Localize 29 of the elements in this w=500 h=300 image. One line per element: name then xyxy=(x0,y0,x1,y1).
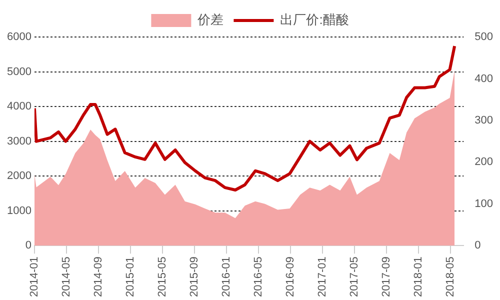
x-tick-label: 2014-01 xyxy=(28,256,40,298)
x-tick-label: 2018-05 xyxy=(444,256,457,298)
x-tick-label: 2017-09 xyxy=(380,256,393,298)
x-tick-label: 2016-01 xyxy=(220,256,233,298)
y2-tick-label: 0 xyxy=(474,240,481,252)
x-tick-label: 2014-05 xyxy=(60,256,73,298)
x-tick-label: 2018-01 xyxy=(412,256,425,298)
y-tick-label: 1000 xyxy=(6,204,32,217)
x-tick-label: 2015-05 xyxy=(156,256,169,298)
legend-label: 价差 xyxy=(196,12,224,28)
y-tick-label: 4000 xyxy=(6,100,32,113)
y-tick-label: 6000 xyxy=(6,31,32,44)
x-tick-label: 2017-05 xyxy=(348,256,361,298)
x-tick-label: 2014-09 xyxy=(92,256,105,298)
y-tick-label: 3000 xyxy=(6,135,32,148)
y-tick-label: 5000 xyxy=(6,66,32,78)
x-tick-label: 2017-01 xyxy=(316,256,329,298)
y2-tick-label: 200 xyxy=(474,156,494,168)
y-tick-label: 2000 xyxy=(6,170,32,182)
y2-tick-label: 500 xyxy=(474,31,494,44)
x-tick-label: 2015-09 xyxy=(188,256,201,298)
x-tick-label: 2015-01 xyxy=(124,256,137,298)
legend-label: 出厂价:醋酸 xyxy=(280,12,349,28)
y-tick-label: 0 xyxy=(25,240,32,252)
x-tick-label: 2016-05 xyxy=(252,256,265,298)
y2-tick-label: 100 xyxy=(474,198,494,210)
y2-tick-label: 400 xyxy=(474,72,494,85)
y2-tick-label: 300 xyxy=(474,114,494,126)
x-tick-label: 2016-09 xyxy=(284,256,297,298)
